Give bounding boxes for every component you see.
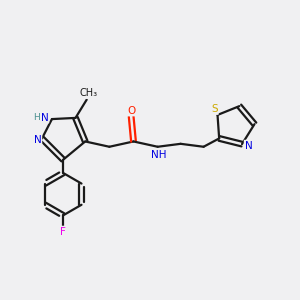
Text: N: N bbox=[34, 135, 41, 145]
Text: CH₃: CH₃ bbox=[79, 88, 97, 98]
Text: H: H bbox=[33, 113, 40, 122]
Text: O: O bbox=[127, 106, 135, 116]
Text: N: N bbox=[41, 112, 49, 123]
Text: N: N bbox=[244, 141, 252, 151]
Text: S: S bbox=[211, 104, 218, 114]
Text: F: F bbox=[60, 226, 66, 237]
Text: NH: NH bbox=[152, 150, 167, 160]
